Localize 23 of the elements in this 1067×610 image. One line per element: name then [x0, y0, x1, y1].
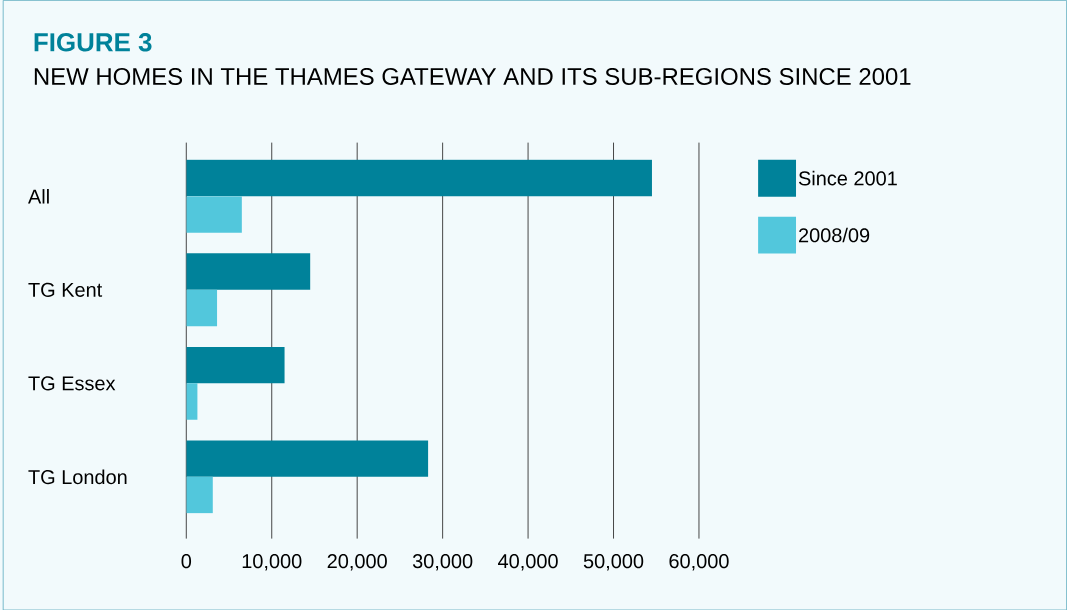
- bar: [186, 159, 652, 197]
- legend-label: 2008/09: [799, 227, 870, 243]
- y-tick-label: TG London: [28, 469, 127, 484]
- x-tick-label: 40,000: [498, 553, 558, 571]
- x-tick-label: 60,000: [669, 553, 729, 571]
- bar: [186, 196, 242, 233]
- chart-title: FIGURE 3: [34, 32, 152, 52]
- x-tick-label: 10,000: [242, 553, 302, 571]
- bar: [186, 440, 429, 477]
- bar: [186, 476, 213, 514]
- y-tick-label: TG Kent: [28, 282, 103, 297]
- x-tick-label: 0: [181, 553, 192, 568]
- bar: [186, 289, 218, 327]
- legend-label: Since 2001: [798, 170, 897, 186]
- x-tick-label: 50,000: [583, 553, 644, 571]
- chart-subtitle: NEW HOMES IN THE THAMES GATEWAY AND ITS SUB-REGIONS SINCE 2001: [34, 67, 911, 85]
- x-tick-label: 30,000: [412, 553, 473, 571]
- bar: [186, 346, 285, 384]
- y-tick-label: TG Essex: [28, 376, 116, 391]
- bar: [186, 253, 311, 290]
- bar: [186, 383, 198, 420]
- x-tick-label: 20,000: [327, 553, 387, 571]
- y-tick-label: All: [28, 188, 49, 204]
